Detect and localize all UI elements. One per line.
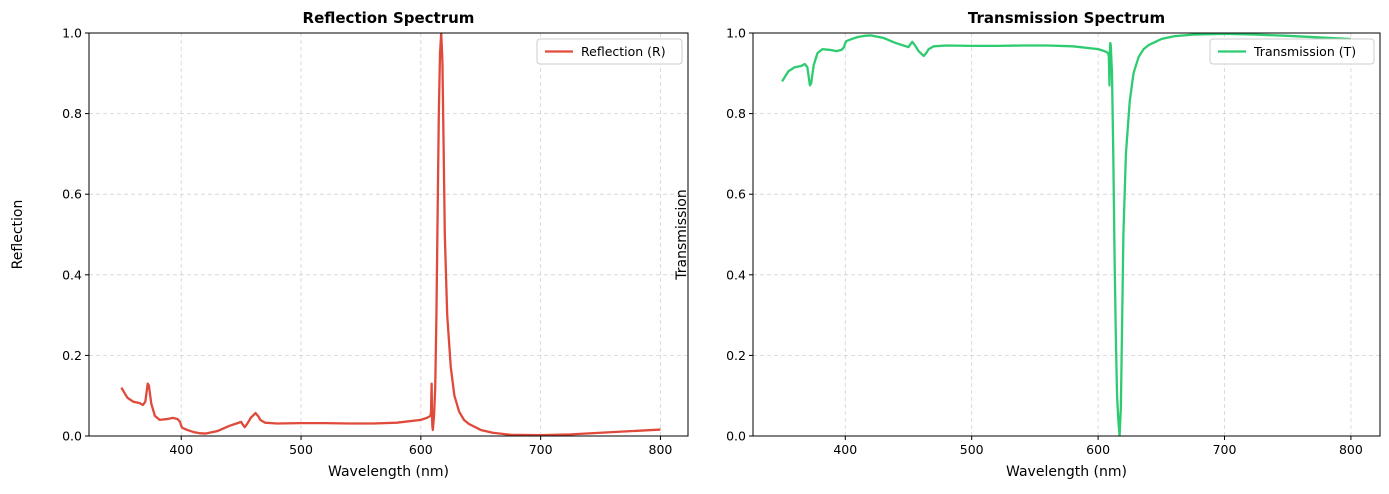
x-tick-label: 600 (409, 442, 433, 457)
y-axis-label: Reflection (10, 200, 26, 270)
y-tick-label: 0.2 (726, 348, 746, 363)
x-tick-label: 500 (960, 442, 984, 457)
x-tick-label: 800 (1339, 442, 1363, 457)
chart-title: Reflection Spectrum (303, 9, 475, 27)
y-tick-label: 0.4 (62, 267, 82, 282)
y-tick-label: 0.2 (62, 348, 82, 363)
legend-label: Reflection (R) (581, 44, 666, 59)
y-tick-label: 0.8 (726, 106, 746, 121)
y-tick-label: 0.0 (62, 429, 82, 444)
plot-frame (752, 32, 1381, 437)
chart-panel-1: 400 500 600 700 800 0.0 0.2 0.4 0.6 0.8 1.0 Transmi… (674, 9, 1381, 480)
y-tick-label: 0.0 (726, 429, 746, 444)
y-tick-label: 0.6 (726, 187, 746, 202)
chart-title: Transmission Spectrum (968, 9, 1165, 27)
y-axis-label: Transmission (674, 189, 690, 280)
legend-box (1209, 38, 1375, 65)
y-tick-label: 0.6 (62, 187, 82, 202)
x-tick-label: 700 (529, 442, 553, 457)
legend: Reflection (R) (536, 38, 683, 65)
legend-box (536, 38, 683, 65)
x-tick-label: 600 (1086, 442, 1110, 457)
y-tick-label: 0.8 (62, 106, 82, 121)
x-tick-label: 500 (289, 442, 313, 457)
x-tick-label: 700 (1213, 442, 1237, 457)
chart-panel-0: 400 500 600 700 800 0.0 0.2 0.4 0.6 0.8 1.0 Reflect… (10, 9, 689, 480)
x-axis-label: Wavelength (nm) (328, 464, 449, 480)
y-tick-label: 1.0 (726, 26, 746, 41)
x-axis-label: Wavelength (nm) (1006, 464, 1127, 480)
x-tick-label: 400 (833, 442, 857, 457)
plot-frame (88, 32, 689, 437)
series-line (120, 33, 661, 436)
x-tick-label: 800 (649, 442, 673, 457)
series-line (781, 33, 1351, 436)
x-tick-label: 400 (169, 442, 193, 457)
y-tick-label: 0.4 (726, 267, 746, 282)
y-tick-label: 1.0 (62, 26, 82, 41)
legend: Transmission (T) (1209, 38, 1375, 65)
legend-label: Transmission (T) (1253, 44, 1356, 59)
